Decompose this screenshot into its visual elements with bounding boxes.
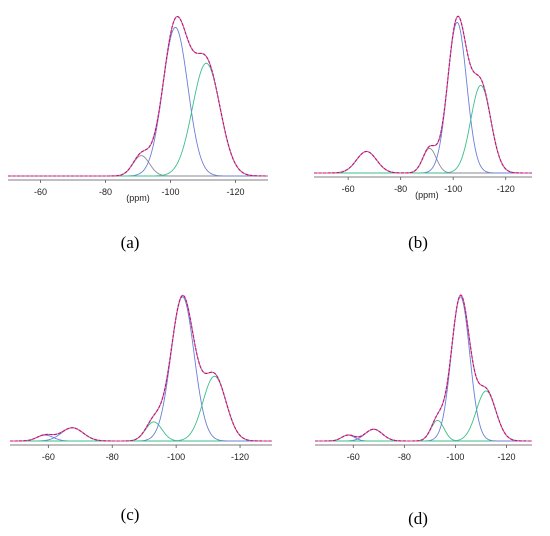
panel-label-a: (a) bbox=[121, 233, 140, 252]
experimental-spectrum-d bbox=[315, 294, 532, 442]
x-tick-label-b-2: -100 bbox=[444, 184, 462, 194]
fitted-envelope-c bbox=[10, 294, 272, 442]
experimental-spectrum-c bbox=[10, 294, 272, 442]
component-peak-c-3 bbox=[10, 296, 272, 442]
component-peak-a-1 bbox=[8, 26, 268, 177]
component-peak-c-2 bbox=[10, 421, 272, 442]
x-tick-label-c-3: -120 bbox=[231, 452, 249, 462]
panel-label-d: (d) bbox=[408, 509, 428, 528]
x-tick-label-a-0: -60 bbox=[34, 187, 47, 197]
x-tick-label-c-0: -60 bbox=[42, 452, 55, 462]
component-peak-a-0 bbox=[8, 155, 268, 177]
fitted-envelope-a bbox=[8, 15, 268, 177]
x-tick-label-d-1: -80 bbox=[398, 452, 411, 462]
spectrum-panel-c: -60 -80 -100 -120 bbox=[10, 294, 272, 462]
experimental-spectrum-a bbox=[8, 15, 268, 177]
x-tick-label-a-2: -100 bbox=[161, 187, 179, 197]
component-peak-b-3 bbox=[314, 84, 532, 174]
component-peak-d-3 bbox=[315, 296, 532, 442]
x-axis-unit-a: (ppm) bbox=[126, 193, 150, 203]
x-axis-unit-b: (ppm) bbox=[415, 190, 439, 200]
component-peak-d-4 bbox=[315, 390, 532, 442]
x-tick-label-b-3: -120 bbox=[497, 184, 515, 194]
x-tick-label-b-0: -60 bbox=[342, 184, 355, 194]
spectrum-panel-a: -60 -80 -100 -120 (ppm) bbox=[8, 15, 268, 203]
x-tick-label-c-1: -80 bbox=[106, 452, 119, 462]
spectrum-panel-b: -60 -80 -100 -120 (ppm) bbox=[314, 15, 532, 200]
x-tick-label-b-1: -80 bbox=[394, 184, 407, 194]
fitted-envelope-b bbox=[314, 15, 532, 174]
x-tick-label-d-0: -60 bbox=[347, 452, 360, 462]
x-tick-label-c-2: -100 bbox=[167, 452, 185, 462]
component-peak-b-2 bbox=[314, 21, 532, 174]
x-tick-label-d-3: -120 bbox=[497, 452, 515, 462]
component-peak-d-0 bbox=[315, 434, 532, 442]
x-tick-label-d-2: -100 bbox=[446, 452, 464, 462]
x-tick-label-a-1: -80 bbox=[99, 187, 112, 197]
component-peak-a-2 bbox=[8, 62, 268, 177]
panel-label-c: (c) bbox=[121, 505, 140, 524]
component-peak-c-4 bbox=[10, 375, 272, 442]
panel-label-b: (b) bbox=[408, 233, 428, 252]
spectrum-panel-d: -60 -80 -100 -120 bbox=[315, 294, 532, 462]
fitted-envelope-d bbox=[315, 294, 532, 442]
component-peak-d-2 bbox=[315, 419, 532, 442]
experimental-spectrum-b bbox=[314, 15, 532, 174]
x-tick-label-a-3: -120 bbox=[226, 187, 244, 197]
